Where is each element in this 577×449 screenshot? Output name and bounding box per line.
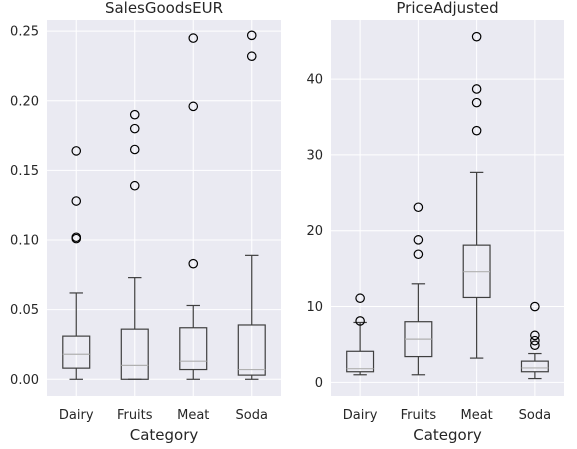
x-tick-label: Meat: [460, 408, 492, 423]
outlier-point: [471, 97, 482, 108]
box-meat: [179, 33, 208, 380]
outlier-point: [188, 101, 199, 112]
iqr-box: [62, 335, 91, 369]
x-tick-label: Fruits: [401, 408, 437, 423]
outlier-point: [413, 202, 424, 213]
outlier-point: [188, 258, 199, 269]
box-fruits: [120, 109, 149, 380]
outlier-point: [129, 180, 140, 191]
y-tick-label: 0.00: [10, 373, 39, 388]
iqr-box: [237, 324, 266, 376]
y-tick-label: 0.20: [10, 94, 39, 109]
iqr-box: [179, 327, 208, 371]
chart-title: PriceAdjusted: [396, 0, 498, 17]
outlier-point: [129, 109, 140, 120]
y-tick-label: 0.15: [10, 164, 39, 179]
x-tick-label: Meat: [177, 408, 209, 423]
x-tick-label: Soda: [236, 408, 268, 423]
price-adjusted-panel: 0 10 20 30 40 Dairy Fruits Meat Soda PriceAdjuste…: [306, 0, 564, 444]
box-dairy: [346, 293, 375, 376]
outlier-point: [71, 146, 82, 156]
y-tick-label: 10: [306, 300, 323, 315]
box-soda: [520, 301, 549, 380]
x-axis-label: Category: [413, 426, 482, 444]
chart-title: SalesGoodsEUR: [105, 0, 223, 17]
x-tick-label: Fruits: [117, 408, 153, 423]
outlier-point: [471, 125, 482, 136]
x-tick-label: Soda: [519, 408, 551, 423]
plot-area: [47, 20, 281, 396]
y-tick-label: 0.25: [10, 25, 39, 40]
outlier-point: [355, 316, 365, 326]
outlier-point: [188, 33, 199, 43]
y-tick-label: 0: [315, 376, 323, 391]
box-soda: [237, 30, 266, 380]
outlier-point: [530, 330, 540, 341]
outlier-point: [246, 30, 257, 41]
box-dairy: [62, 146, 91, 380]
y-tick-label: 0.05: [10, 303, 39, 318]
outlier-point: [471, 84, 482, 94]
outlier-point: [246, 51, 257, 62]
outlier-point: [413, 235, 424, 245]
box-fruits: [404, 202, 433, 376]
outlier-point: [413, 249, 424, 260]
x-tick-label: Dairy: [343, 408, 378, 423]
y-tick-label: 20: [306, 224, 323, 239]
y-tick-label: 30: [306, 148, 323, 163]
iqr-box: [520, 360, 549, 373]
iqr-box: [120, 328, 149, 380]
outlier-point: [530, 301, 540, 312]
y-tick-label: 0.10: [10, 234, 39, 249]
iqr-box: [346, 350, 375, 373]
x-tick-label: Dairy: [59, 408, 94, 423]
outlier-point: [471, 31, 482, 42]
outlier-point: [530, 340, 540, 351]
x-axis-label: Category: [130, 426, 199, 444]
outlier-point: [129, 144, 140, 155]
outlier-point: [355, 293, 365, 304]
plot-area: [331, 20, 564, 396]
outlier-point: [71, 232, 82, 243]
outlier-point: [530, 335, 540, 346]
y-tick-label: 40: [306, 73, 323, 88]
outlier-point: [71, 196, 82, 206]
box-meat: [462, 31, 491, 359]
sales-goods-eur-panel: 0.00 0.05 0.10 0.15 0.20 0.25 Dairy Fruits Meat S…: [10, 0, 281, 444]
outlier-point: [129, 123, 140, 134]
